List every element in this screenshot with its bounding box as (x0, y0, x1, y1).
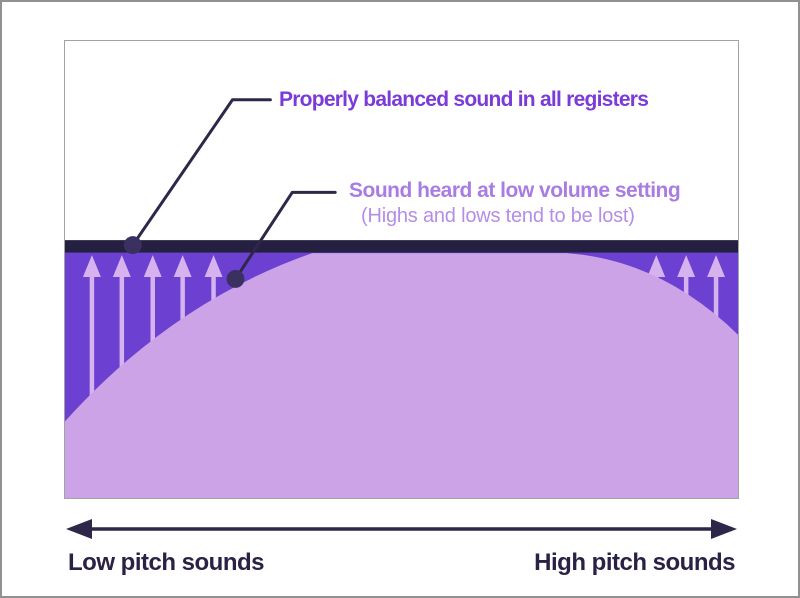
low-pitch-axis-label: Low pitch sounds (68, 549, 265, 576)
up-arrow-icon (173, 255, 192, 277)
up-arrow-icon (707, 255, 726, 277)
up-arrow-icon (677, 255, 696, 277)
balanced-sound-line (65, 240, 738, 253)
up-arrow-icon (82, 255, 101, 277)
up-arrow-icon (647, 255, 666, 277)
sound-balance-plot-area (64, 40, 739, 499)
balanced-callout-dot (123, 236, 142, 255)
pitch-axis-double-arrow-icon (66, 519, 737, 539)
balanced-sound-label: Properly balanced sound in all registers (279, 88, 649, 111)
balanced-callout-leader-line (131, 98, 272, 247)
up-arrow-icon (112, 255, 131, 277)
low-volume-callout-dot (226, 269, 245, 288)
low-volume-callout-leader-line (233, 190, 337, 281)
up-arrow-icon (143, 255, 162, 277)
right-arrowhead-icon (711, 519, 737, 539)
loss-arrows-group (82, 255, 726, 406)
up-arrow-icon (204, 255, 223, 277)
low-volume-sound-label: Sound heard at low volume setting (349, 179, 681, 202)
high-pitch-axis-label: High pitch sounds (534, 549, 735, 576)
sound-balance-diagram (65, 98, 738, 498)
low-volume-sound-dome (65, 253, 738, 498)
left-arrowhead-icon (66, 519, 92, 539)
low-volume-sound-note: (Highs and lows tend to be lost) (361, 205, 635, 227)
